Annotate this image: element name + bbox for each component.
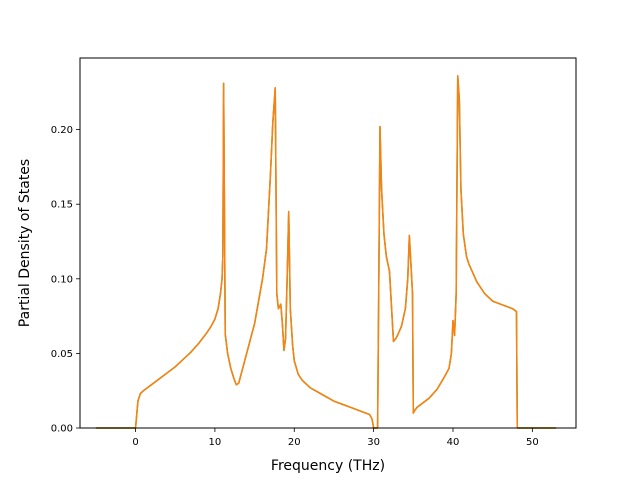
x-axis-ticks: 0 10 20 30 40 50 (132, 428, 539, 448)
y-tick-label: 0.10 (51, 274, 73, 285)
plot-frame (79, 57, 577, 429)
y-tick-label: 0.05 (51, 349, 73, 360)
y-tick-label: 0.00 (51, 424, 73, 435)
y-axis-ticks: 0.00 0.05 0.10 0.15 0.20 (51, 125, 80, 435)
x-tick-label: 30 (367, 437, 380, 448)
x-tick-label: 40 (447, 437, 460, 448)
x-axis-label: Frequency (THz) (271, 458, 385, 474)
y-axis-label: Partial Density of States (17, 159, 33, 327)
x-tick-label: 10 (209, 437, 222, 448)
series-layer (95, 75, 557, 429)
x-tick-label: 20 (288, 437, 301, 448)
series-line (95, 75, 557, 429)
y-tick-label: 0.15 (51, 200, 73, 211)
y-tick-label: 0.20 (51, 125, 73, 136)
plot-background (80, 58, 576, 428)
x-tick-label: 50 (526, 437, 539, 448)
x-tick-label: 0 (132, 437, 138, 448)
